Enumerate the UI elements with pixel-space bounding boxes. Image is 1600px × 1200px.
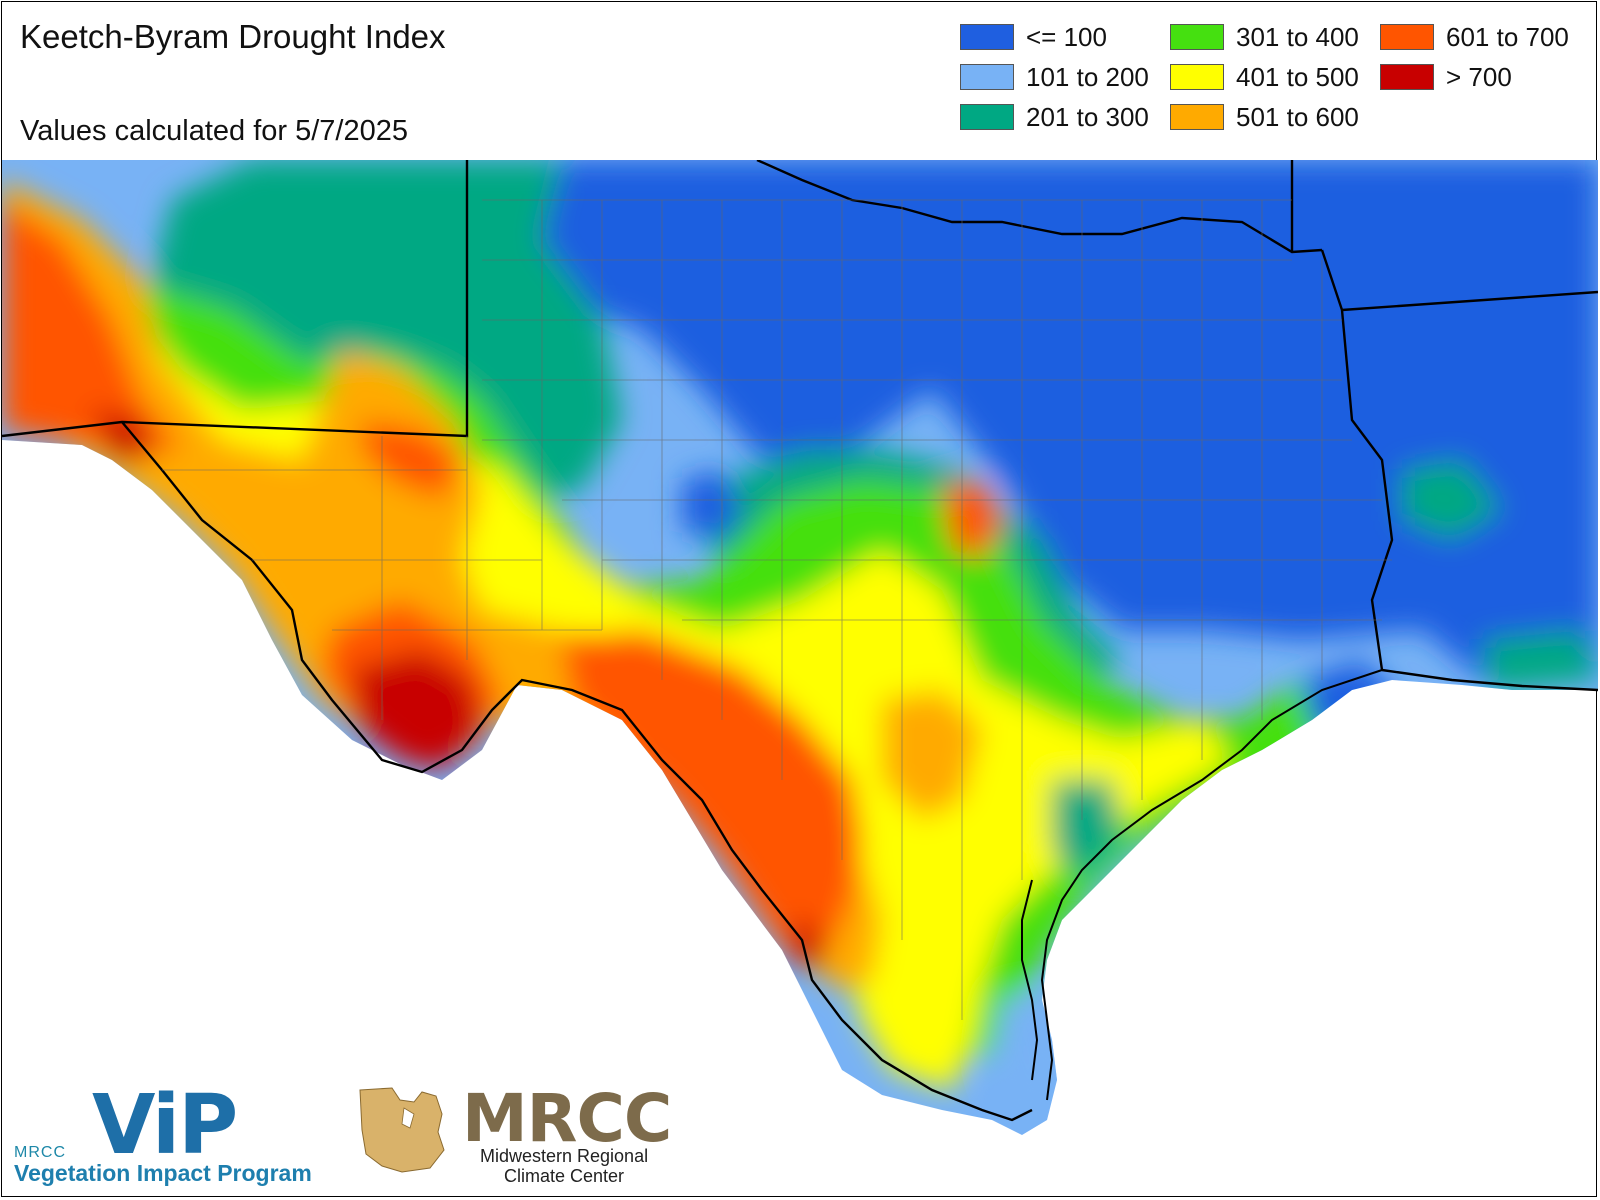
legend-label: 601 to 700: [1446, 21, 1569, 52]
legend-item: 301 to 400: [1170, 20, 1359, 54]
midwest-map-icon: [359, 1087, 445, 1173]
county-lines: [162, 199, 1392, 1020]
coastline: [1021, 669, 1383, 1101]
legend-swatch: [1380, 64, 1434, 90]
legend-item: 101 to 200: [960, 60, 1149, 94]
legend-swatch: [960, 104, 1014, 130]
mrcc-wordmark: MRCC: [462, 1080, 672, 1157]
mrcc-name-line2: Climate Center: [504, 1166, 625, 1186]
legend-label: > 700: [1446, 61, 1512, 92]
drought-map: [2, 160, 1598, 1135]
legend: <= 100 101 to 200 201 to 300 301 to 400 …: [960, 20, 1590, 140]
vip-wordmark: ViP: [92, 1078, 238, 1173]
mrcc-name-line1: Midwestern Regional: [480, 1146, 649, 1166]
vip-program-name: Vegetation Impact Program: [14, 1160, 312, 1186]
legend-swatch: [960, 24, 1014, 50]
vip-small-label: MRCC: [14, 1144, 66, 1161]
legend-label: 401 to 500: [1236, 61, 1359, 92]
legend-item: 401 to 500: [1170, 60, 1359, 94]
legend-item: 201 to 300: [960, 100, 1149, 134]
page-title: Keetch-Byram Drought Index: [20, 18, 446, 55]
vip-logo: MRCC ViP Vegetation Impact Program: [14, 1060, 334, 1190]
legend-item: <= 100: [960, 20, 1107, 54]
state-borders: [2, 160, 1598, 1122]
drought-zones: [2, 160, 1598, 1120]
page-subtitle: Values calculated for 5/7/2025: [20, 115, 409, 147]
legend-label: 501 to 600: [1236, 101, 1359, 132]
legend-item: > 700: [1380, 60, 1512, 94]
legend-swatch: [1380, 24, 1434, 50]
legend-label: 201 to 300: [1026, 101, 1149, 132]
mrcc-logo: MRCC Midwestern Regional Climate Center: [352, 1080, 682, 1195]
legend-item: 601 to 700: [1380, 20, 1569, 54]
legend-label: <= 100: [1026, 21, 1107, 52]
legend-label: 101 to 200: [1026, 61, 1149, 92]
legend-item: 501 to 600: [1170, 100, 1359, 134]
legend-label: 301 to 400: [1236, 21, 1359, 52]
legend-swatch: [1170, 24, 1224, 50]
legend-swatch: [1170, 104, 1224, 130]
legend-swatch: [960, 64, 1014, 90]
legend-swatch: [1170, 64, 1224, 90]
